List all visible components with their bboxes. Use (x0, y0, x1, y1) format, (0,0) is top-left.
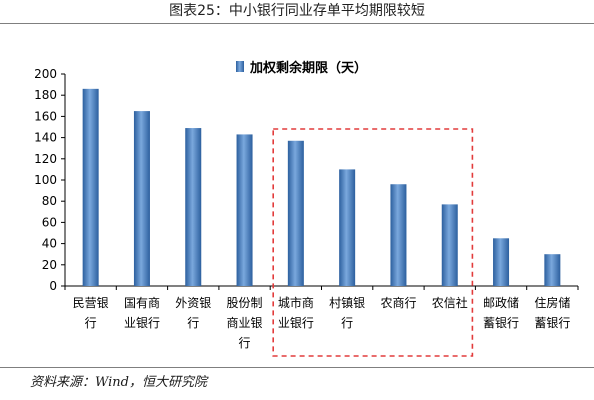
y-tick-label: 20 (42, 258, 57, 272)
source-note: 资料来源：Wind，恒大研究院 (30, 375, 207, 390)
y-tick-label: 200 (34, 67, 57, 81)
title-divider (0, 23, 594, 24)
bar (236, 134, 253, 286)
category-label: 邮政储 (483, 295, 519, 310)
category-label: 农商行 (380, 295, 416, 310)
category-label: 蓄银行 (534, 316, 570, 330)
y-tick-label: 140 (34, 131, 57, 145)
category-label: 行 (239, 336, 251, 350)
category-label: 行 (187, 316, 199, 330)
y-tick-label: 60 (42, 215, 57, 229)
legend-label: 加权剩余期限（天） (249, 60, 367, 76)
bar (339, 169, 356, 286)
footer-divider (0, 367, 594, 368)
bar (390, 184, 407, 286)
bar (544, 254, 561, 286)
category-label: 国有商 (124, 295, 160, 310)
category-label: 农信社 (432, 295, 468, 310)
bar (493, 238, 510, 286)
category-label: 城市商 (278, 295, 314, 310)
bar (441, 204, 458, 286)
category-label: 住房储 (534, 295, 570, 310)
y-tick-label: 100 (34, 173, 57, 187)
y-tick-label: 180 (34, 88, 57, 102)
figure-title: 图表25：中小银行同业存单平均期限较短 (169, 3, 425, 19)
category-label: 外资银 (175, 296, 211, 310)
category-label: 蓄银行 (483, 316, 519, 330)
y-tick-label: 80 (42, 194, 57, 208)
highlight-box (272, 128, 474, 357)
category-label: 民营银 (73, 296, 109, 310)
category-label: 行 (85, 316, 97, 330)
category-label: 行 (341, 316, 353, 330)
category-label: 商业银 (227, 315, 263, 330)
category-label: 业银行 (278, 316, 314, 330)
y-tick-label: 120 (34, 152, 57, 166)
bar (82, 88, 99, 286)
bar (133, 111, 150, 286)
legend-swatch (236, 61, 244, 72)
bar (185, 128, 202, 286)
category-label: 村镇银 (329, 296, 365, 310)
category-label: 业银行 (124, 316, 160, 330)
y-tick-label: 40 (42, 237, 57, 251)
bar (287, 140, 304, 286)
y-tick-label: 160 (34, 109, 57, 123)
category-label: 股份制 (227, 296, 263, 310)
y-tick-label: 0 (49, 279, 57, 293)
